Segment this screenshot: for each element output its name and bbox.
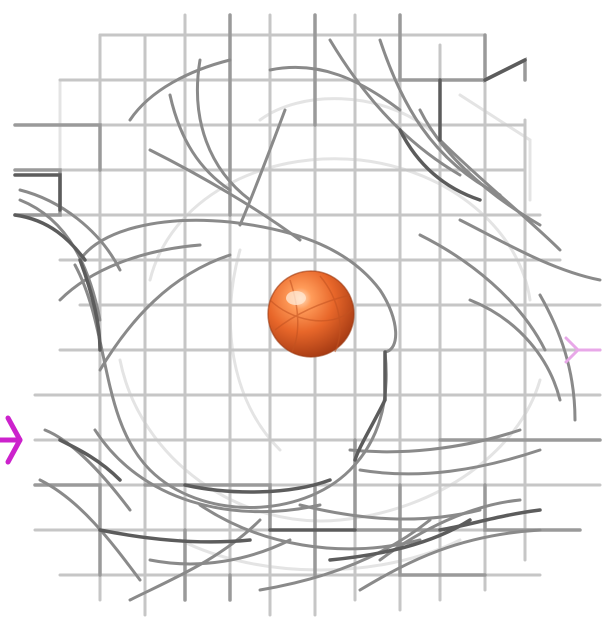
mesh-curved-strands [18, 38, 602, 602]
magenta-atom-marker-left [0, 415, 23, 465]
mesh-dark-strands [13, 58, 542, 562]
magenta-atom-marker-right [564, 336, 602, 364]
metal-ion-sphere [267, 270, 355, 358]
